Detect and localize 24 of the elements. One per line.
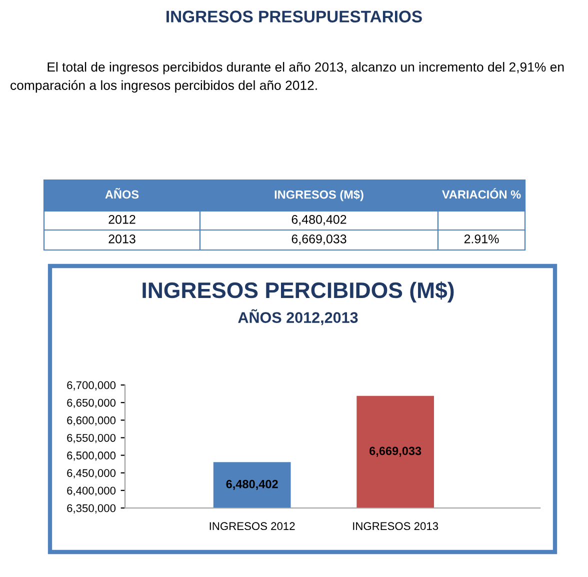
text: INGRESOS PRESUPUESTARIOS <box>166 10 422 22</box>
text: AÑOS <box>105 188 139 199</box>
x-tick-label: INGRESOS 2013 <box>353 522 438 530</box>
y-tick-label: 6,450,000 <box>67 469 116 478</box>
x-tick-label: INGRESOS 2012 <box>210 522 295 530</box>
y-tick-label: 6,650,000 <box>67 398 116 408</box>
text: 2013 <box>108 234 136 244</box>
data-label: 6,669,033 <box>369 446 422 457</box>
text: El total de ingresos percibidos durante el año 2013, alcanzo un incremento del 2,91% en comparación a los ingresos percibidos del año 2012. <box>10 62 564 93</box>
y-tick-label: 6,600,000 <box>67 416 116 426</box>
text: 2.91% <box>464 234 499 244</box>
data-label: 6,480,402 <box>226 480 278 490</box>
y-tick-label: 6,550,000 <box>67 434 116 444</box>
y-tick-label: 6,500,000 <box>67 452 116 461</box>
text: 2012 <box>108 215 136 224</box>
text: 6,669,033 <box>292 234 346 245</box>
text: VARIACIÓN % <box>442 188 521 199</box>
text: 6,480,402 <box>292 215 346 226</box>
chart-title: INGRESOS PERCIBIDOS (M$) <box>142 281 454 303</box>
y-tick-label: 6,350,000 <box>67 504 116 514</box>
y-tick-label: 6,400,000 <box>67 486 116 496</box>
text: INGRESOS (M$) <box>274 190 364 202</box>
y-tick-label: 6,700,000 <box>67 381 116 390</box>
chart-subtitle: AÑOS 2012,2013 <box>238 309 358 326</box>
